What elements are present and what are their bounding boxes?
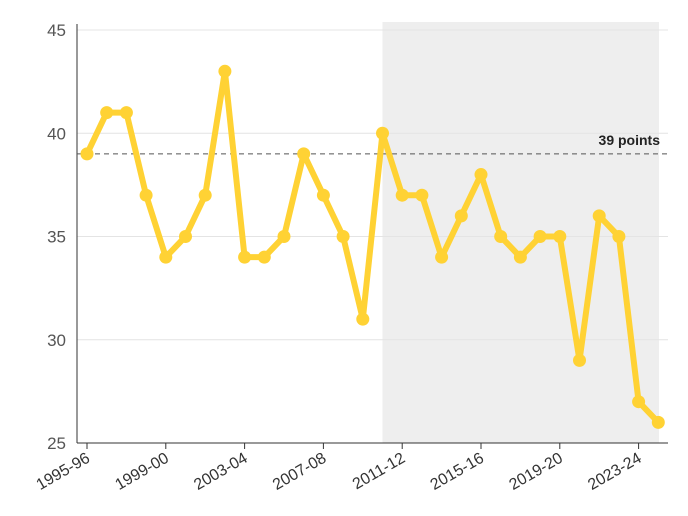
data-point [553,230,567,243]
data-point [198,188,212,202]
series-layer [80,64,665,429]
x-tick-label: 2003-04 [191,450,250,494]
x-tick-label: 2015-16 [428,450,487,494]
data-point [356,312,370,326]
y-tick-label: 30 [47,331,66,350]
data-point [592,209,606,223]
data-point [297,147,311,161]
x-tick-label: 2023-24 [585,450,644,494]
data-point [277,230,291,243]
data-point [533,230,547,243]
data-point [336,230,350,243]
data-point [139,188,153,202]
data-point [257,250,271,264]
y-tick-label: 45 [47,21,66,40]
data-point [376,126,389,140]
axis-layer [76,24,668,444]
data-point [395,188,409,202]
x-tick-label: 2019-20 [506,450,565,494]
data-point [474,168,488,182]
reference-line-label: 39 points [599,132,661,148]
data-point [612,230,626,243]
x-tick-label: 1995-96 [34,450,93,494]
data-point [179,230,192,243]
data-point [513,250,527,264]
x-tick-label: 2011-12 [350,450,408,494]
x-tick-label: 2007-08 [270,450,329,494]
data-point [218,64,232,78]
data-point [316,188,330,202]
data-point [494,230,508,243]
data-point [435,250,449,264]
y-tick-label: 40 [47,124,66,143]
data-point [80,147,94,161]
data-point [100,106,114,120]
x-tick-label: 1999-00 [112,450,171,494]
data-point [119,106,133,120]
y-tick-label: 25 [47,434,66,453]
data-point [159,250,173,264]
data-point [651,415,665,429]
data-point [454,209,468,223]
data-point [573,353,586,367]
y-tick-label: 35 [47,228,66,247]
data-point [238,250,252,264]
data-point [632,395,646,409]
data-point [415,188,429,202]
reference-line-layer: 39 points [77,132,668,155]
